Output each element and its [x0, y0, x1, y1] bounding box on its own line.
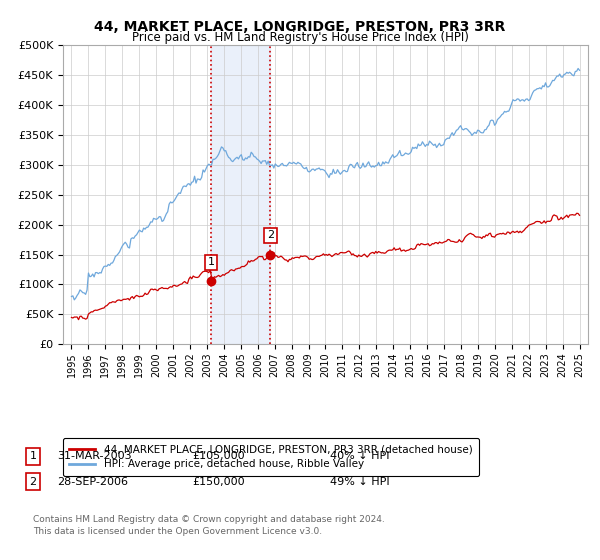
Text: £150,000: £150,000 [192, 477, 245, 487]
Text: £105,000: £105,000 [192, 451, 245, 461]
Text: Contains HM Land Registry data © Crown copyright and database right 2024.: Contains HM Land Registry data © Crown c… [33, 515, 385, 524]
Text: Price paid vs. HM Land Registry's House Price Index (HPI): Price paid vs. HM Land Registry's House … [131, 31, 469, 44]
Text: 49% ↓ HPI: 49% ↓ HPI [330, 477, 389, 487]
Text: 44, MARKET PLACE, LONGRIDGE, PRESTON, PR3 3RR: 44, MARKET PLACE, LONGRIDGE, PRESTON, PR… [94, 20, 506, 34]
Bar [211, 45, 271, 344]
Text: 2: 2 [29, 477, 37, 487]
Text: This data is licensed under the Open Government Licence v3.0.: This data is licensed under the Open Gov… [33, 528, 322, 536]
Text: 28-SEP-2006: 28-SEP-2006 [57, 477, 128, 487]
Text: 40% ↓ HPI: 40% ↓ HPI [330, 451, 389, 461]
Legend: 44, MARKET PLACE, LONGRIDGE, PRESTON, PR3 3RR (detached house), HPI: Average pri: 44, MARKET PLACE, LONGRIDGE, PRESTON, PR… [63, 438, 479, 475]
Text: 31-MAR-2003: 31-MAR-2003 [57, 451, 131, 461]
Text: 1: 1 [208, 257, 215, 267]
Text: 1: 1 [29, 451, 37, 461]
Text: 2: 2 [267, 230, 274, 240]
